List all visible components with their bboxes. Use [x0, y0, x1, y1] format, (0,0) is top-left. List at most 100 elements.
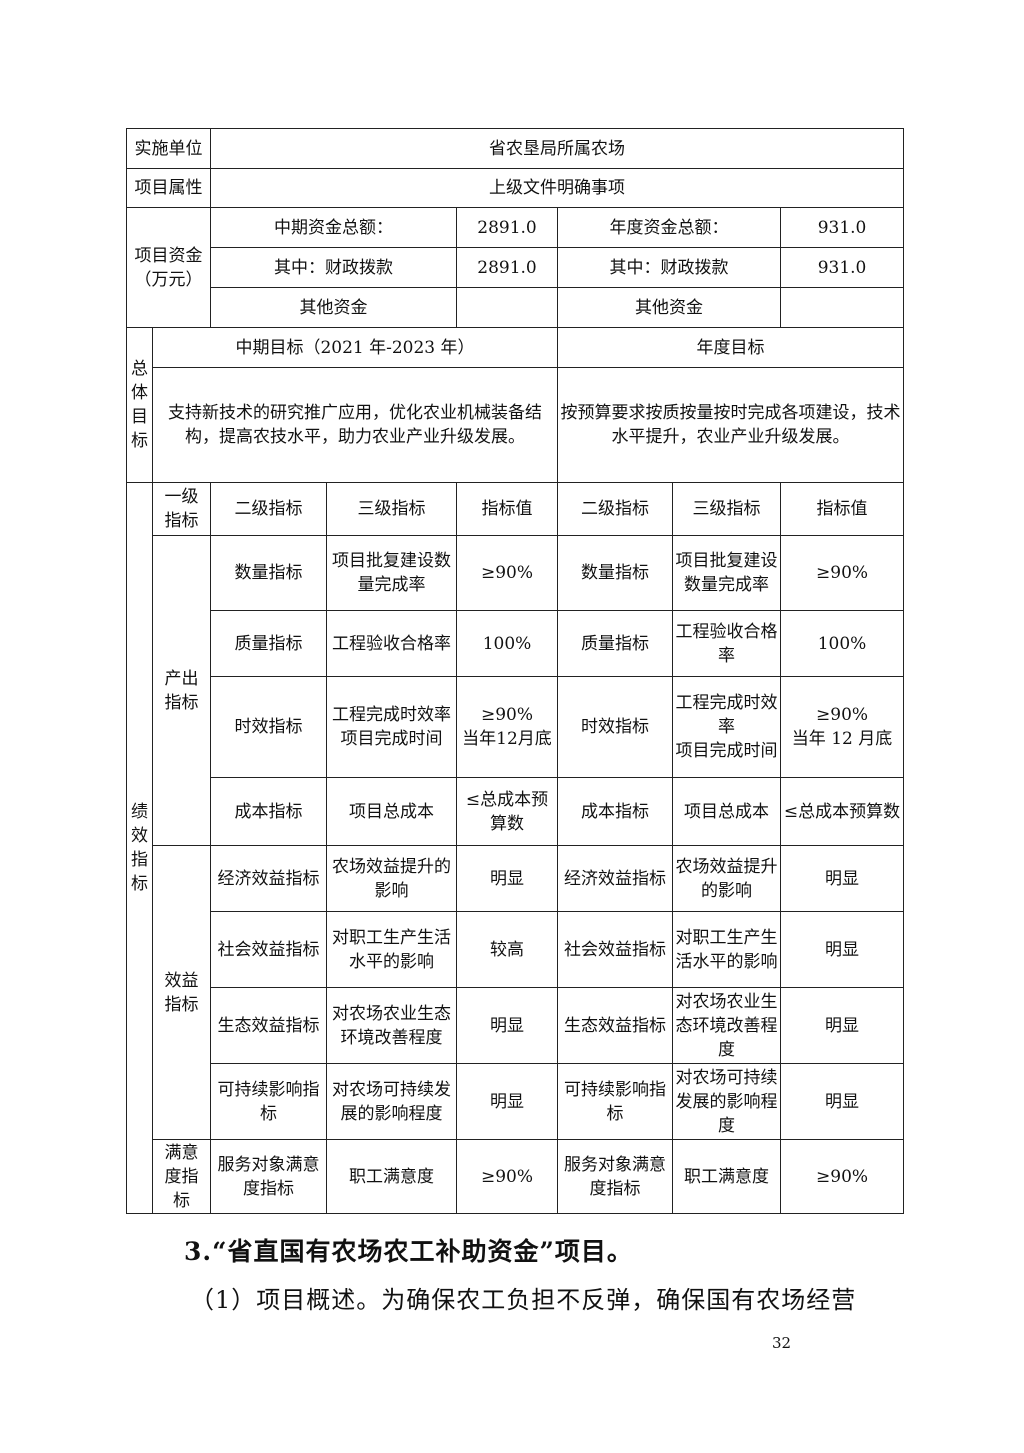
indicator-value: ≥90%: [779, 535, 905, 611]
table-row: 时效指标 工程完成时效率 项目完成时间 ≥90% 当年12月底 时效指标 工程完成时效率…: [127, 676, 905, 778]
level2-indicator: 质量指标: [210, 610, 327, 677]
performance-target-table: 实施单位 省农垦局所属农场 项目属性 上级文件明确事项 项目资金 （万元） 中期…: [126, 128, 905, 1214]
level3-indicator: 农场效益提升的影响: [672, 845, 781, 912]
level3-indicator: 对职工生产生活水平的影响: [326, 911, 457, 988]
year-total-label: 年度资金总额：: [557, 207, 781, 248]
indicator-value: 明显: [456, 1063, 558, 1140]
year-goal-header: 年度目标: [556, 327, 905, 368]
level2-indicator: 可持续影响指标: [557, 1063, 673, 1140]
level2-indicator: 质量指标: [557, 610, 673, 677]
level2-indicator: 时效指标: [210, 676, 327, 778]
table-row: 效益 指标 经济效益指标 农场效益提升的影响 明显 经济效益指标 农场效益提升的影响 明显: [127, 845, 905, 1140]
header-cell: 指标值: [779, 482, 905, 536]
level3-indicator: 对农场可持续发展的影响程度: [672, 1063, 781, 1140]
level2-indicator: 数量指标: [557, 535, 673, 611]
mid-fiscal-label: 其中：财政拨款: [210, 247, 457, 288]
level3-indicator: 对职工生产生活水平的影响: [672, 911, 781, 988]
level3-indicator: 职工满意度: [672, 1139, 781, 1214]
unit-value: 省农垦局所属农场: [209, 128, 905, 169]
level2-indicator: 成本指标: [210, 777, 327, 846]
level3-indicator: 项目批复建设数量完成率: [672, 535, 781, 611]
indicator-value: ≥90%: [456, 535, 558, 611]
level3-indicator: 工程完成时效率 项目完成时间: [326, 676, 457, 778]
year-total-value: 931.0: [779, 207, 905, 248]
year-other-value: [779, 287, 905, 328]
table-row: 生态效益指标 对农场农业生态环境改善程度 明显 生态效益指标 对农场农业生态环境改善程度…: [127, 987, 905, 1064]
indicator-value: ≥90%: [456, 1139, 558, 1214]
indicator-value: 100%: [779, 610, 905, 677]
year-goal-text: 按预算要求按质按量按时完成各项建设，技术水平提升，农业产业升级发展。: [556, 367, 905, 483]
level3-indicator: 工程验收合格率: [326, 610, 457, 677]
header-cell: 一级 指标: [152, 482, 211, 536]
level2-indicator: 数量指标: [210, 535, 327, 611]
level2-indicator: 可持续影响指标: [210, 1063, 327, 1140]
level2-indicator: 生态效益指标: [210, 987, 327, 1064]
level3-indicator: 对农场可持续发展的影响程度: [326, 1063, 457, 1140]
indicator-value: ≤总成本预算数: [779, 777, 905, 846]
level2-indicator: 成本指标: [557, 777, 673, 846]
mid-fiscal-value: 2891.0: [456, 247, 558, 288]
table-row: 产出 指标 数量指标 项目批复建设数量完成率 ≥90% 数量指标 项目批复建设数量完成率 ≥…: [127, 535, 905, 846]
level1-indicator: 效益 指标: [152, 845, 211, 1140]
level3-indicator: 对农场农业生态环境改善程度: [326, 987, 457, 1064]
level2-indicator: 时效指标: [557, 676, 673, 778]
mid-goal-header: 中期目标（2021 年-2023 年）: [152, 327, 558, 368]
indicator-value: 明显: [456, 987, 558, 1064]
indicator-value: 明显: [779, 911, 905, 988]
level3-indicator: 项目总成本: [326, 777, 457, 846]
perf-label: 绩 效 指 标: [126, 482, 153, 1214]
indicator-value: ≥90% 当年12月底: [456, 676, 558, 778]
header-cell: 指标值: [456, 482, 558, 536]
level3-indicator: 对农场农业生态环境改善程度: [672, 987, 781, 1064]
level2-indicator: 社会效益指标: [210, 911, 327, 988]
indicator-value: 明显: [456, 845, 558, 912]
table-row: 社会效益指标 对职工生产生活水平的影响 较高 社会效益指标 对职工生产生活水平的影响 明显: [127, 911, 905, 988]
year-fiscal-label: 其中：财政拨款: [557, 247, 781, 288]
table-row: 满意 度指 标服务对象满意度指标 职工满意度 ≥90% 服务对象满意度指标 职工满意度 ≥…: [127, 1139, 905, 1214]
year-other-label: 其他资金: [557, 287, 781, 328]
table-row: 可持续影响指标 对农场可持续发展的影响程度 明显 可持续影响指标 对农场可持续发展的影响…: [127, 1063, 905, 1140]
indicator-value: ≤总成本预算数: [456, 777, 558, 846]
page-number: 32: [772, 1334, 792, 1352]
level1-indicator: 满意 度指 标: [152, 1139, 211, 1214]
unit-label: 实施单位: [126, 128, 211, 169]
mid-total-value: 2891.0: [456, 207, 558, 248]
goal-label: 总 体 目 标: [126, 327, 153, 483]
mid-other-value: [456, 287, 558, 328]
level2-indicator: 生态效益指标: [557, 987, 673, 1064]
indicator-value: 明显: [779, 987, 905, 1064]
level2-indicator: 经济效益指标: [210, 845, 327, 912]
header-cell: 二级指标: [210, 482, 327, 536]
indicator-value: ≥90%: [779, 1139, 905, 1214]
table-row: 成本指标 项目总成本 ≤总成本预算数 成本指标 项目总成本 ≤总成本预算数: [127, 777, 905, 846]
attr-value: 上级文件明确事项: [209, 168, 905, 208]
indicator-value: ≥90% 当年 12 月底: [779, 676, 905, 778]
indicator-value: 明显: [779, 845, 905, 912]
level3-indicator: 工程完成时效率 项目完成时间: [672, 676, 781, 778]
level2-indicator: 社会效益指标: [557, 911, 673, 988]
level3-indicator: 农场效益提升的影响: [326, 845, 457, 912]
header-cell: 三级指标: [326, 482, 457, 536]
level3-indicator: 项目批复建设数量完成率: [326, 535, 457, 611]
section-heading: 3.“省直国有农场农工补助资金”项目。: [184, 1237, 633, 1266]
level2-indicator: 服务对象满意度指标: [210, 1139, 327, 1214]
level3-indicator: 项目总成本: [672, 777, 781, 846]
level3-indicator: 工程验收合格率: [672, 610, 781, 677]
mid-total-label: 中期资金总额：: [210, 207, 457, 248]
attr-label: 项目属性: [126, 168, 211, 208]
level2-indicator: 经济效益指标: [557, 845, 673, 912]
indicator-value: 100%: [456, 610, 558, 677]
indicator-value: 较高: [456, 911, 558, 988]
year-fiscal-value: 931.0: [779, 247, 905, 288]
mid-goal-text: 支持新技术的研究推广应用，优化农业机械装备结构，提高农技水平，助力农业产业升级发…: [152, 367, 558, 483]
indicator-value: 明显: [779, 1063, 905, 1140]
funds-label: 项目资金 （万元）: [126, 207, 211, 328]
body-paragraph: （1）项目概述。为确保农工负担不反弹，确保国有农场经营: [190, 1286, 857, 1314]
mid-other-label: 其他资金: [210, 287, 457, 328]
header-cell: 二级指标: [557, 482, 673, 536]
level3-indicator: 职工满意度: [326, 1139, 457, 1214]
table-row: 质量指标 工程验收合格率 100% 质量指标 工程验收合格率 100%: [127, 610, 905, 677]
level1-indicator: 产出 指标: [152, 535, 211, 846]
level2-indicator: 服务对象满意度指标: [557, 1139, 673, 1214]
header-cell: 三级指标: [672, 482, 781, 536]
